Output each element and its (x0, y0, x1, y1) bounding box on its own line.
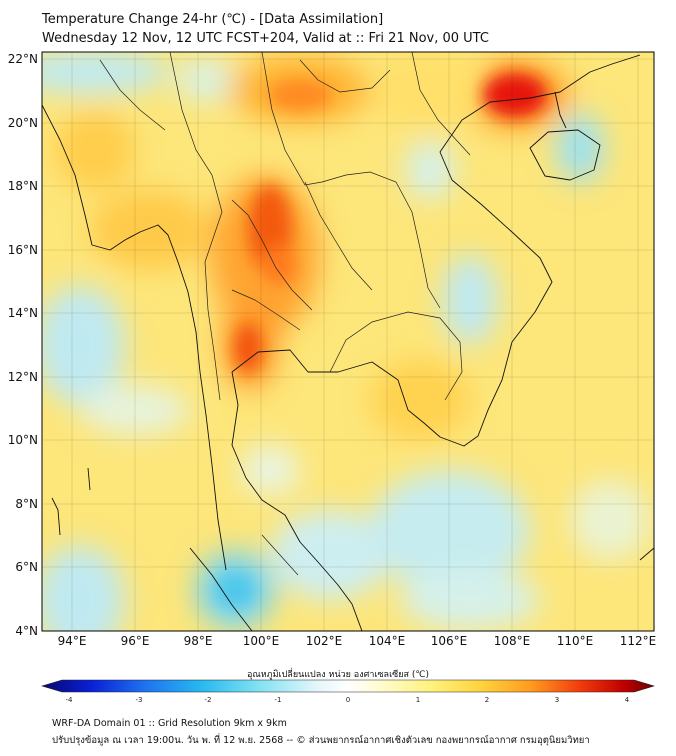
colorbar-tick: 4 (625, 696, 630, 704)
lon-label: 102°E (306, 634, 343, 648)
lat-label: 12°N (8, 370, 38, 384)
lat-label: 6°N (15, 560, 38, 574)
map-title: Temperature Change 24-hr (℃) - [Data Ass… (42, 12, 384, 27)
map-frame (41, 51, 655, 632)
lat-label: 14°N (8, 306, 38, 320)
colorbar-tick-labels: -4 -3 -2 -1 0 1 2 3 4 (66, 696, 630, 704)
lat-label: 16°N (8, 243, 38, 257)
lon-label: 98°E (184, 634, 213, 648)
colorbar-tick: 1 (416, 696, 420, 704)
colorbar-tick: -1 (275, 696, 282, 704)
latitude-labels: 22°N 20°N 18°N 16°N 14°N 12°N 10°N 8°N 6… (8, 52, 38, 638)
lon-label: 100°E (243, 634, 280, 648)
lon-label: 112°E (620, 634, 657, 648)
footer-credit: ปรับปรุงข้อมูล ณ เวลา 19:00น. วัน พ. ที่… (52, 735, 590, 746)
lat-label: 4°N (15, 624, 38, 638)
lon-label: 96°E (121, 634, 150, 648)
colorbar-tick: -4 (66, 696, 74, 704)
temperature-field (42, 52, 654, 631)
colorbar-tick: 0 (346, 696, 350, 704)
lon-label: 108°E (494, 634, 531, 648)
lon-label: 104°E (369, 634, 406, 648)
lat-label: 18°N (8, 179, 38, 193)
colorbar-ramp (40, 679, 656, 693)
colorbar-tick: 2 (485, 696, 489, 704)
lat-label: 10°N (8, 433, 38, 447)
lon-label: 106°E (431, 634, 468, 648)
graticule (42, 52, 654, 631)
longitude-labels: 94°E 96°E 98°E 100°E 102°E 104°E 106°E 1… (58, 634, 657, 648)
colorbar-tick: 3 (555, 696, 559, 704)
lat-label: 8°N (15, 497, 38, 511)
map-subtitle: Wednesday 12 Nov, 12 UTC FCST+204, Valid… (42, 31, 489, 46)
coastlines (42, 54, 654, 631)
footer-model-info: WRF-DA Domain 01 :: Grid Resolution 9km … (52, 718, 287, 729)
colorbar-tick: -3 (136, 696, 143, 704)
lat-label: 20°N (8, 116, 38, 130)
lat-label: 22°N (8, 52, 38, 66)
country-borders (99, 52, 471, 576)
colorbar-title: อุณหภูมิเปลี่ยนแปลง หน่วย องศาเซลเซียส (… (246, 670, 430, 680)
colorbar: -4 -3 -2 -1 0 1 2 3 4 (40, 679, 656, 704)
lon-label: 94°E (58, 634, 87, 648)
colorbar-tick: -2 (205, 696, 212, 704)
lon-label: 110°E (557, 634, 594, 648)
